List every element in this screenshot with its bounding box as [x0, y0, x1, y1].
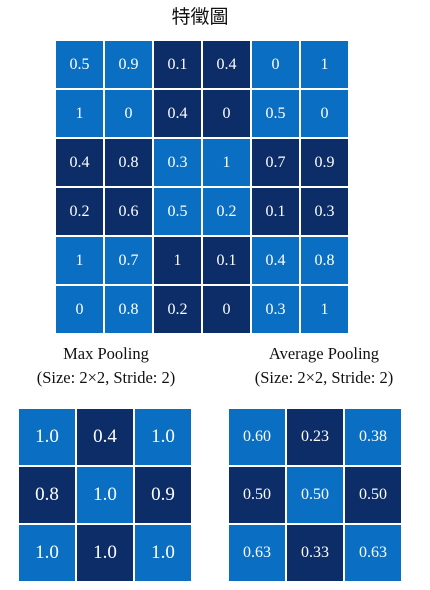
matrix-cell: 0.7 — [251, 138, 300, 187]
matrix-cell: 0.5 — [153, 187, 202, 236]
matrix-cell: 0 — [251, 40, 300, 89]
matrix-cell: 0.5 — [55, 40, 104, 89]
average-pooling-params: (Size: 2×2, Stride: 2) — [254, 368, 394, 387]
matrix-cell: 0.4 — [153, 89, 202, 138]
matrix-cell: 0.50 — [344, 466, 402, 524]
matrix-cell: 1 — [300, 285, 349, 334]
matrix-cell: 0.7 — [104, 236, 153, 285]
matrix-cell: 1 — [55, 236, 104, 285]
matrix-cell: 0.1 — [251, 187, 300, 236]
matrix-cell: 0.60 — [228, 408, 286, 466]
matrix-cell: 1.0 — [76, 466, 134, 524]
matrix-cell: 0 — [300, 89, 349, 138]
matrix-cell: 0.4 — [251, 236, 300, 285]
matrix-cell: 0.2 — [55, 187, 104, 236]
matrix-cell: 1.0 — [18, 408, 76, 466]
matrix-cell: 0.33 — [286, 524, 344, 582]
matrix-cell: 1 — [55, 89, 104, 138]
average-pooling-grid: 0.60 0.23 0.38 0.50 0.50 0.50 0.63 0.33 0.63 — [228, 408, 402, 582]
matrix-cell: 0.1 — [153, 40, 202, 89]
matrix-cell: 0.5 — [251, 89, 300, 138]
matrix-cell: 0.50 — [228, 466, 286, 524]
matrix-cell: 1 — [153, 236, 202, 285]
matrix-cell: 0.2 — [202, 187, 251, 236]
matrix-cell: 0.50 — [286, 466, 344, 524]
matrix-cell: 0.9 — [104, 40, 153, 89]
matrix-cell: 0.8 — [104, 285, 153, 334]
matrix-cell: 0.38 — [344, 408, 402, 466]
matrix-cell: 1 — [300, 40, 349, 89]
matrix-cell: 0.8 — [104, 138, 153, 187]
matrix-cell: 0.23 — [286, 408, 344, 466]
matrix-cell: 1 — [202, 138, 251, 187]
matrix-cell: 0 — [104, 89, 153, 138]
feature-map-grid: 0.5 0.9 0.1 0.4 0 1 1 0 0.4 0 0.5 0 0.4 0.8 0.3 1 0.7 0.9… — [55, 40, 349, 334]
matrix-cell: 0.8 — [300, 236, 349, 285]
matrix-cell: 0.4 — [202, 40, 251, 89]
matrix-cell: 0.2 — [153, 285, 202, 334]
matrix-cell: 0.4 — [55, 138, 104, 187]
matrix-cell: 0.63 — [228, 524, 286, 582]
matrix-cell: 0.63 — [344, 524, 402, 582]
average-pooling-title: Average Pooling — [268, 344, 380, 363]
matrix-cell: 0 — [55, 285, 104, 334]
matrix-cell: 0 — [202, 89, 251, 138]
matrix-cell: 0.1 — [202, 236, 251, 285]
matrix-cell: 1.0 — [134, 524, 192, 582]
matrix-cell: 0.8 — [18, 466, 76, 524]
matrix-cell: 0.3 — [300, 187, 349, 236]
matrix-cell: 0 — [202, 285, 251, 334]
matrix-cell: 1.0 — [18, 524, 76, 582]
matrix-cell: 1.0 — [76, 524, 134, 582]
matrix-cell: 0.3 — [153, 138, 202, 187]
max-pooling-title: Max Pooling — [63, 344, 149, 363]
max-pooling-caption: Max Pooling (Size: 2×2, Stride: 2) — [2, 342, 210, 390]
matrix-cell: 0.9 — [134, 466, 192, 524]
matrix-cell: 0.6 — [104, 187, 153, 236]
max-pooling-grid: 1.0 0.4 1.0 0.8 1.0 0.9 1.0 1.0 1.0 — [18, 408, 192, 582]
feature-map-title: 特徵圖 — [171, 6, 229, 28]
average-pooling-caption: Average Pooling (Size: 2×2, Stride: 2) — [218, 342, 430, 390]
matrix-cell: 1.0 — [134, 408, 192, 466]
max-pooling-params: (Size: 2×2, Stride: 2) — [36, 368, 176, 387]
matrix-cell: 0.4 — [76, 408, 134, 466]
matrix-cell: 0.9 — [300, 138, 349, 187]
matrix-cell: 0.3 — [251, 285, 300, 334]
